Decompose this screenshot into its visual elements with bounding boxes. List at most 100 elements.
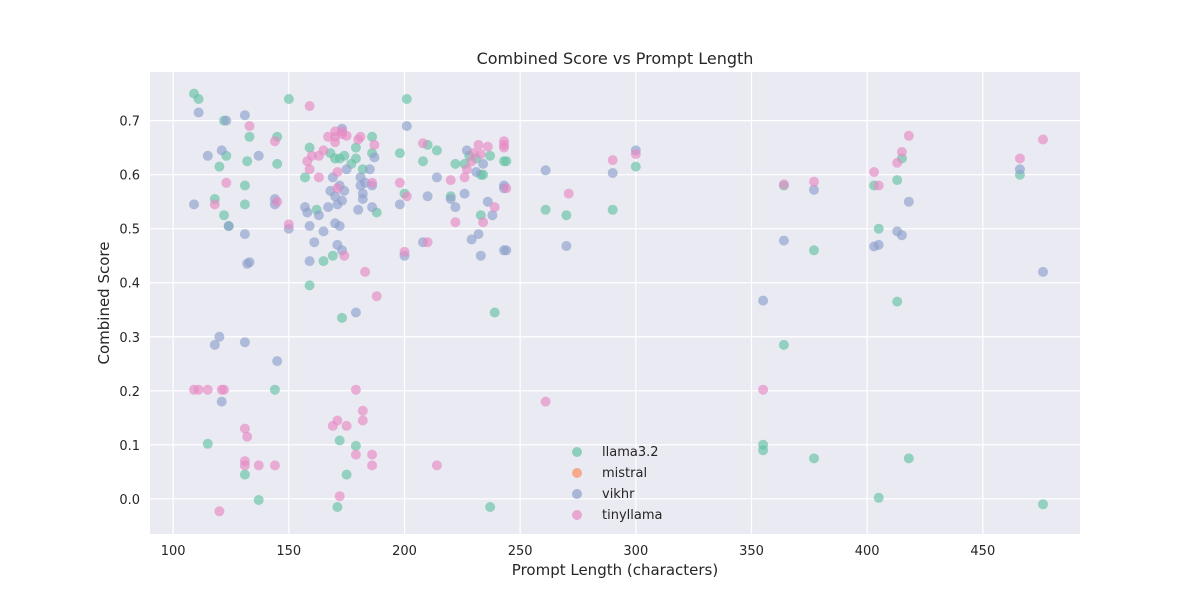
y-tick-label: 0.2 — [119, 385, 140, 400]
data-point — [350, 449, 361, 460]
legend-marker-vikhr — [572, 489, 582, 499]
data-point — [607, 168, 618, 178]
data-point — [473, 229, 484, 240]
data-point — [302, 207, 313, 218]
data-point — [357, 405, 368, 416]
data-point — [219, 384, 229, 395]
data-point — [630, 149, 641, 160]
data-point — [873, 180, 884, 191]
data-point — [1014, 164, 1025, 175]
data-point — [607, 204, 618, 215]
data-point — [309, 237, 320, 248]
data-point — [473, 139, 484, 150]
data-point — [341, 420, 352, 431]
data-point — [337, 195, 347, 206]
data-point — [561, 241, 572, 251]
data-point — [350, 440, 361, 451]
data-point — [209, 199, 220, 210]
data-point — [318, 145, 329, 156]
data-point — [350, 153, 361, 164]
data-point — [216, 145, 227, 156]
data-point — [903, 130, 914, 141]
data-point — [422, 237, 433, 248]
data-point — [221, 115, 232, 126]
data-point — [809, 184, 819, 195]
data-point — [216, 396, 227, 407]
y-tick-label: 0.4 — [119, 277, 140, 292]
legend-label-tinyllama: tinyllama — [602, 508, 662, 523]
y-tick-label: 0.0 — [119, 493, 140, 508]
x-tick-label: 250 — [508, 544, 533, 559]
data-point — [778, 339, 789, 350]
data-point — [540, 396, 551, 407]
y-tick-labels: 0.0 0.1 0.2 0.3 0.4 0.5 0.6 0.7 — [119, 115, 140, 508]
y-axis-label: Combined Score — [95, 242, 113, 365]
x-tick-label: 450 — [970, 544, 995, 559]
data-point — [304, 164, 315, 175]
data-point — [475, 250, 486, 261]
data-point — [350, 142, 361, 153]
x-tick-label: 150 — [276, 544, 301, 559]
data-point — [193, 94, 204, 104]
data-point — [466, 234, 477, 245]
data-point — [369, 152, 380, 163]
legend-label-vikhr: vikhr — [602, 487, 635, 502]
data-point — [202, 384, 213, 395]
data-point — [607, 155, 618, 166]
data-point — [399, 246, 410, 257]
plot-background — [150, 72, 1080, 534]
data-point — [873, 223, 884, 234]
x-tick-label: 100 — [161, 544, 186, 559]
data-point — [334, 435, 345, 446]
data-point — [1014, 153, 1025, 164]
data-point — [445, 175, 456, 186]
data-point — [339, 250, 350, 261]
data-point — [758, 295, 769, 306]
data-point — [253, 460, 264, 471]
data-point — [209, 339, 220, 350]
data-point — [367, 449, 378, 460]
data-point — [304, 280, 315, 291]
data-point — [431, 460, 442, 471]
data-point — [903, 453, 914, 464]
data-point — [353, 204, 364, 215]
data-point — [461, 164, 472, 175]
data-point — [239, 199, 250, 210]
data-point — [367, 131, 378, 142]
data-point — [337, 312, 347, 323]
data-point — [306, 150, 317, 161]
data-point — [239, 469, 250, 480]
data-point — [239, 180, 250, 191]
data-point — [478, 158, 489, 169]
x-tick-label: 300 — [623, 544, 648, 559]
data-point — [563, 188, 574, 199]
data-point — [239, 337, 250, 348]
data-point — [896, 147, 907, 157]
data-point — [394, 199, 405, 210]
data-point — [300, 172, 310, 183]
data-point — [485, 502, 496, 512]
data-point — [272, 356, 283, 367]
data-point — [350, 384, 361, 395]
data-point — [219, 210, 229, 221]
data-point — [809, 176, 819, 187]
data-point — [283, 94, 294, 104]
data-point — [778, 179, 789, 190]
data-point — [341, 130, 352, 141]
data-point — [330, 137, 341, 148]
data-point — [193, 107, 204, 118]
data-point — [371, 291, 382, 302]
data-point — [323, 131, 334, 142]
data-point — [1038, 266, 1048, 277]
data-point — [809, 245, 819, 256]
data-point — [809, 453, 819, 464]
data-point — [214, 161, 225, 172]
data-point — [253, 150, 264, 161]
data-point — [244, 121, 255, 131]
data-point — [501, 245, 512, 256]
data-point — [367, 460, 378, 471]
data-point — [332, 415, 343, 426]
legend-marker-mistral — [572, 468, 582, 478]
data-point — [339, 150, 350, 161]
grid — [150, 72, 1080, 534]
